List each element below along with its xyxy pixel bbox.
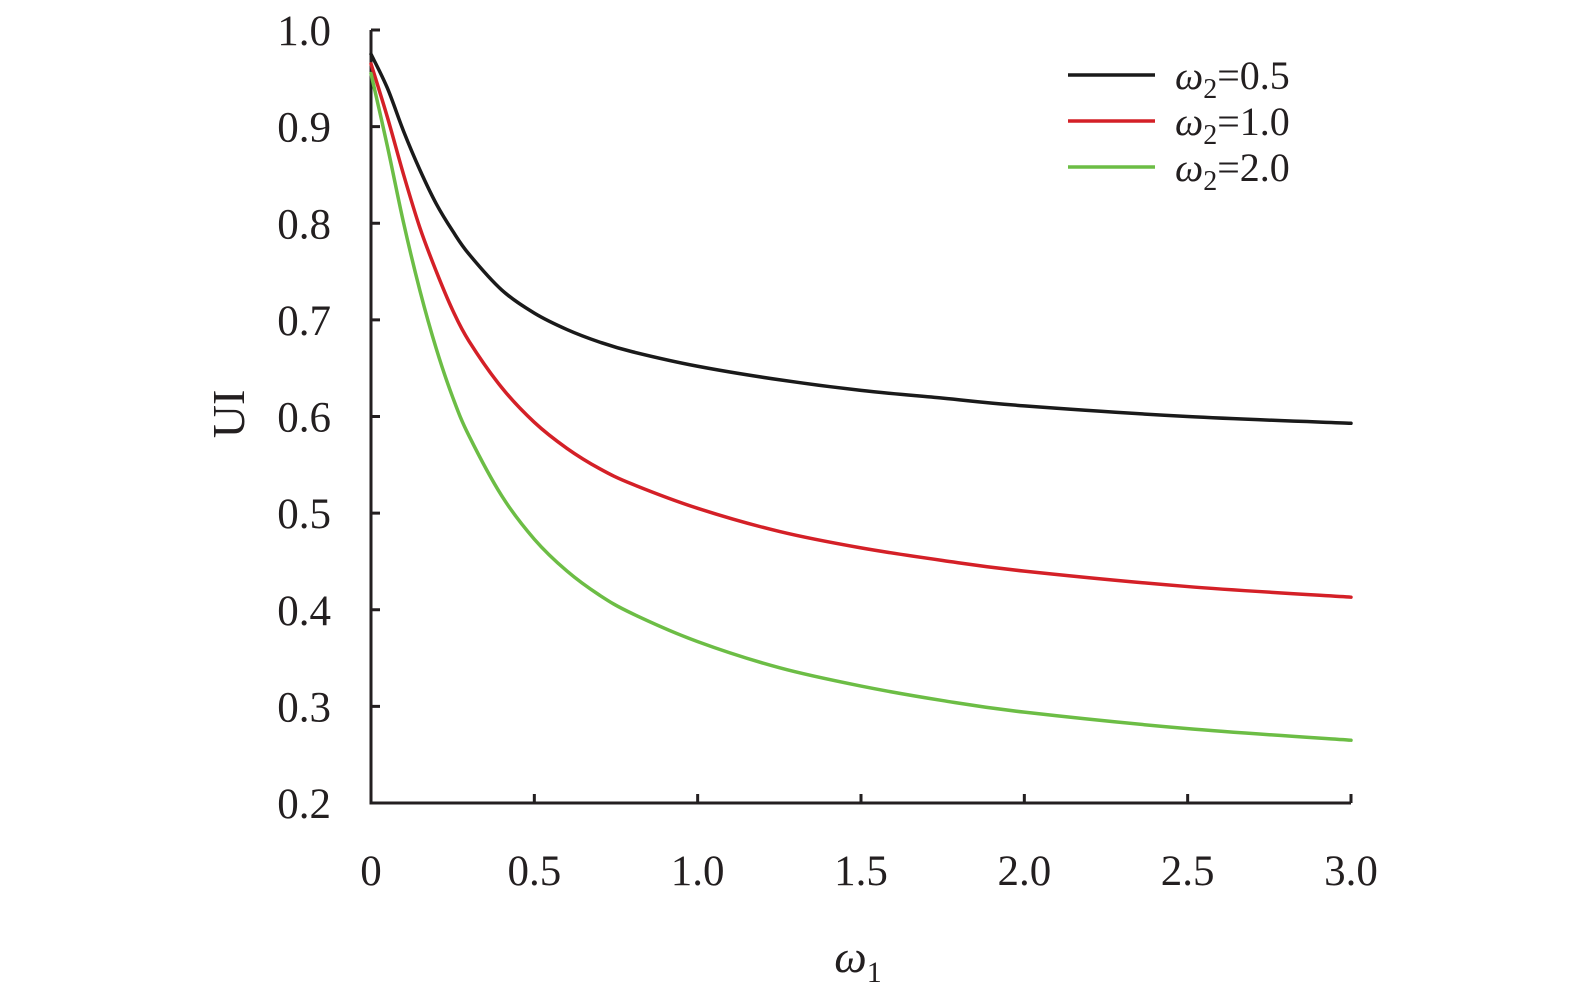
series-lines — [369, 52, 1353, 742]
legend-value: =0.5 — [1217, 53, 1290, 98]
y-tick-label: 0.4 — [277, 588, 331, 635]
y-tick-label: 0.3 — [277, 684, 331, 731]
legend-value: =2.0 — [1217, 145, 1290, 190]
legend-label-2: ω2=1.0 — [1175, 99, 1290, 151]
y-tick-label: 1.0 — [277, 8, 331, 55]
x-tick-label: 3.0 — [1324, 848, 1378, 895]
x-tick-label: 1.0 — [671, 848, 725, 895]
legend-subscript: 2 — [1203, 120, 1217, 151]
legend-label-3: ω2=2.0 — [1175, 145, 1290, 197]
series-line-2 — [369, 62, 1353, 599]
y-tick-label: 0.9 — [277, 105, 331, 152]
y-tick-label: 0.8 — [277, 201, 331, 248]
legend-subscript: 2 — [1203, 166, 1217, 197]
series-line-3 — [369, 71, 1353, 742]
x-tick-label: 1.5 — [834, 848, 888, 895]
y-axis-label: UI — [203, 390, 254, 439]
legend-symbol: ω — [1175, 99, 1203, 144]
y-tick-label: 0.6 — [277, 395, 331, 442]
x-axis-label-symbol: ω — [834, 931, 866, 982]
legend-symbol: ω — [1175, 53, 1203, 98]
x-tick-label: 0.5 — [507, 848, 561, 895]
legend-subscript: 2 — [1203, 74, 1217, 105]
x-tick-label: 0 — [360, 848, 382, 895]
x-axis-label-subscript: 1 — [867, 956, 882, 989]
y-tick-label: 0.5 — [277, 491, 331, 538]
x-tick-label: 2.5 — [1161, 848, 1215, 895]
y-tick-label: 0.7 — [277, 298, 331, 345]
series-line-1 — [369, 52, 1353, 426]
legend: ω2=0.5ω2=1.0ω2=2.0 — [1068, 53, 1290, 197]
x-axis-ticks: 0 0.5 1.0 1.5 2.0 2.5 3.0 — [360, 794, 1378, 895]
y-axis-ticks: 0.2 0.3 0.4 0.5 0.6 0.7 0.8 0.9 1.0 — [277, 8, 380, 828]
x-axis-label: ω1 — [834, 931, 881, 989]
legend-value: =1.0 — [1217, 99, 1290, 144]
x-tick-label: 2.0 — [997, 848, 1051, 895]
legend-label-1: ω2=0.5 — [1175, 53, 1290, 105]
legend-symbol: ω — [1175, 145, 1203, 190]
y-tick-label: 0.2 — [277, 781, 331, 828]
